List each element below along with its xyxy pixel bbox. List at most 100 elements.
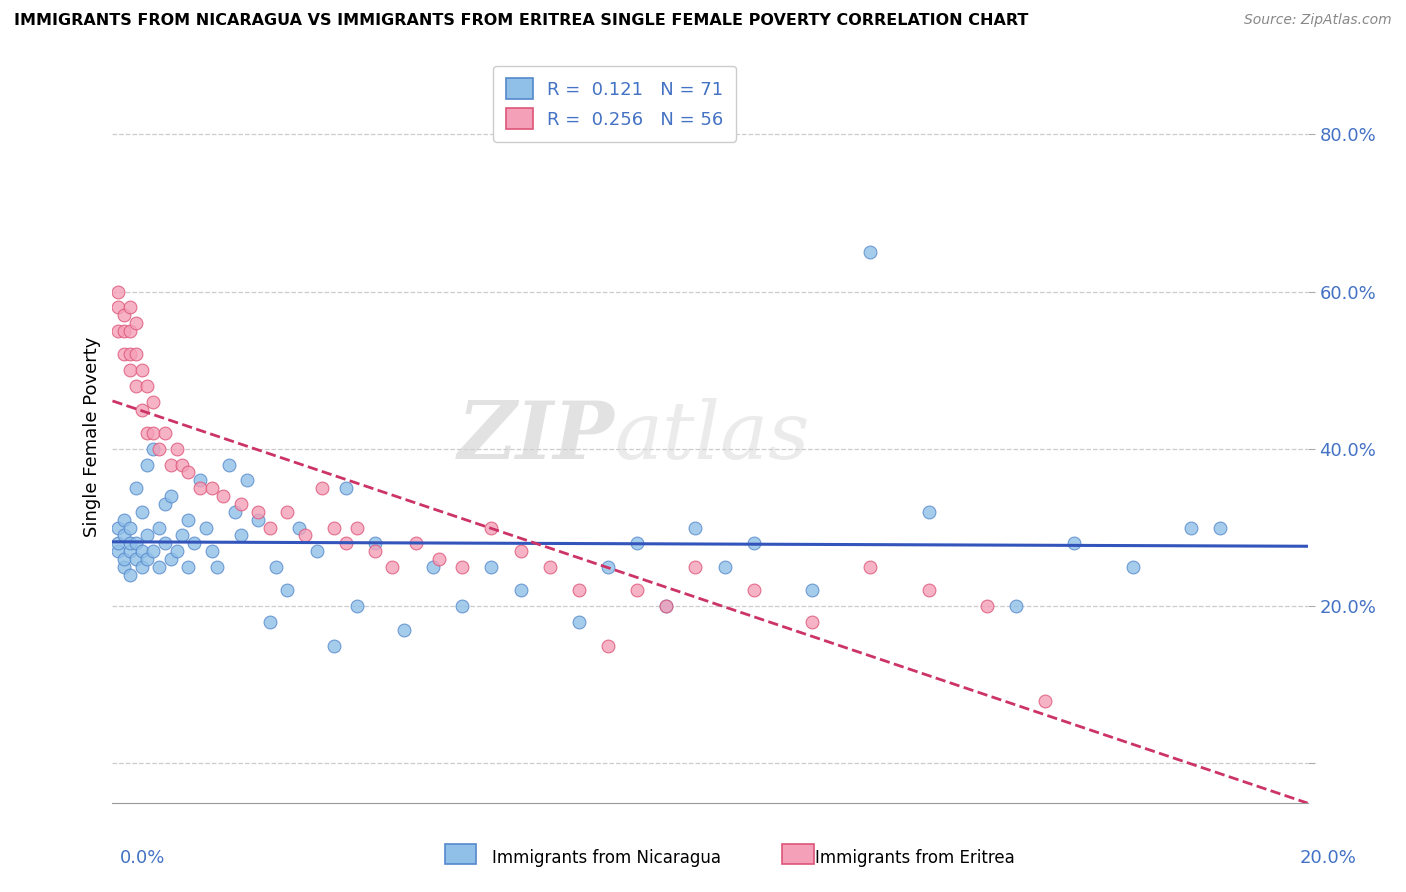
Point <box>131 544 153 558</box>
Point <box>335 481 357 495</box>
Point <box>136 528 159 542</box>
FancyBboxPatch shape <box>782 844 814 864</box>
Point <box>259 615 281 629</box>
Point <box>118 567 141 582</box>
Point <box>801 615 824 629</box>
Point <box>311 481 333 495</box>
Point <box>392 623 415 637</box>
Point <box>259 520 281 534</box>
Point <box>713 559 735 574</box>
Point <box>1063 536 1085 550</box>
Point <box>294 528 316 542</box>
Point <box>172 458 194 472</box>
Point <box>118 536 141 550</box>
Point <box>177 513 200 527</box>
Point <box>188 473 211 487</box>
Point <box>118 347 141 361</box>
Point <box>276 583 298 598</box>
Point <box>364 536 387 550</box>
Point <box>264 559 287 574</box>
Point <box>125 536 148 550</box>
Point <box>142 442 165 456</box>
Point <box>323 639 346 653</box>
Point <box>247 513 270 527</box>
Point <box>427 552 450 566</box>
Point <box>801 583 824 598</box>
Point <box>125 347 148 361</box>
Point <box>159 458 181 472</box>
Point <box>859 559 882 574</box>
Point <box>177 466 200 480</box>
Text: IMMIGRANTS FROM NICARAGUA VS IMMIGRANTS FROM ERITREA SINGLE FEMALE POVERTY CORRE: IMMIGRANTS FROM NICARAGUA VS IMMIGRANTS … <box>14 13 1028 29</box>
Point <box>148 559 170 574</box>
Point <box>685 520 707 534</box>
Point <box>381 559 404 574</box>
Point <box>335 536 357 550</box>
Point <box>626 536 648 550</box>
Point <box>125 316 148 330</box>
Point <box>112 513 135 527</box>
Point <box>1005 599 1028 614</box>
Point <box>183 536 205 550</box>
Point <box>136 379 159 393</box>
Point <box>112 528 135 542</box>
Point <box>118 520 141 534</box>
Point <box>346 520 368 534</box>
Point <box>131 559 153 574</box>
Text: 0.0%: 0.0% <box>120 849 165 867</box>
Point <box>153 497 176 511</box>
Point <box>481 559 503 574</box>
Text: ZIP: ZIP <box>457 399 614 475</box>
Point <box>509 583 531 598</box>
Text: 20.0%: 20.0% <box>1301 849 1357 867</box>
Point <box>212 489 235 503</box>
Text: atlas: atlas <box>614 399 810 475</box>
Point <box>153 426 176 441</box>
Point <box>229 528 252 542</box>
Point <box>917 583 939 598</box>
Point <box>136 552 159 566</box>
Point <box>159 552 181 566</box>
Legend: R =  0.121   N = 71, R =  0.256   N = 56: R = 0.121 N = 71, R = 0.256 N = 56 <box>494 66 735 142</box>
Point <box>125 379 148 393</box>
Point <box>118 324 141 338</box>
Point <box>107 520 129 534</box>
Point <box>568 583 591 598</box>
Point <box>112 308 135 322</box>
Point <box>509 544 531 558</box>
Point <box>112 347 135 361</box>
Point <box>976 599 998 614</box>
FancyBboxPatch shape <box>444 844 477 864</box>
Point <box>247 505 270 519</box>
Point <box>107 536 129 550</box>
Point <box>288 520 311 534</box>
Point <box>131 402 153 417</box>
Point <box>235 473 257 487</box>
Point <box>131 505 153 519</box>
Point <box>177 559 200 574</box>
Point <box>276 505 298 519</box>
Point <box>655 599 678 614</box>
Point <box>131 363 153 377</box>
Point <box>118 544 141 558</box>
Point <box>118 301 141 315</box>
Point <box>142 394 165 409</box>
Text: Immigrants from Eritrea: Immigrants from Eritrea <box>815 849 1015 867</box>
Point <box>148 442 170 456</box>
Point <box>112 552 135 566</box>
Text: Source: ZipAtlas.com: Source: ZipAtlas.com <box>1244 13 1392 28</box>
Point <box>207 559 229 574</box>
Point <box>1122 559 1144 574</box>
Point <box>107 285 129 299</box>
Point <box>655 599 678 614</box>
Point <box>136 458 159 472</box>
Point <box>596 559 619 574</box>
Point <box>229 497 252 511</box>
Point <box>125 552 148 566</box>
Point <box>422 559 444 574</box>
Point <box>125 481 148 495</box>
Point <box>194 520 217 534</box>
Point <box>305 544 328 558</box>
Point <box>451 599 474 614</box>
Point <box>481 520 503 534</box>
